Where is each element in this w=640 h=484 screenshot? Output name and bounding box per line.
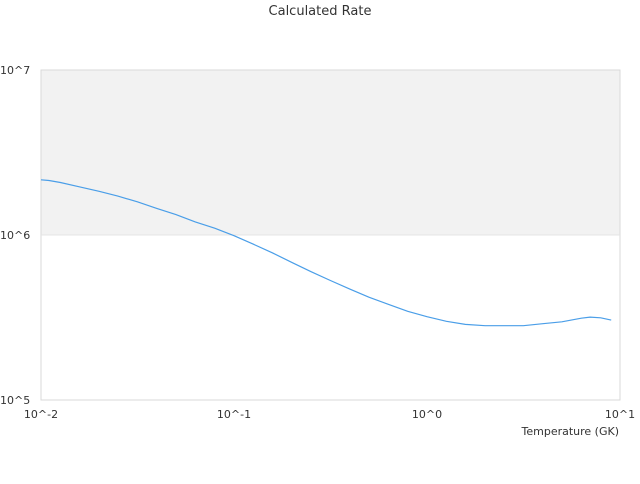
x-axis-label: Temperature (GK) <box>521 425 620 438</box>
shaded-band <box>41 70 620 235</box>
x-tick-label: 10^-2 <box>24 408 58 421</box>
x-tick-label: 10^1 <box>605 408 635 421</box>
x-tick-label: 10^-1 <box>217 408 251 421</box>
series-line <box>40 179 612 327</box>
y-tick-label: 10^5 <box>0 394 30 407</box>
x-tick-label: 10^0 <box>412 408 442 421</box>
y-tick-label: 10^7 <box>0 64 30 77</box>
chart-title: Calculated Rate <box>268 4 372 19</box>
y-tick-label: 10^6 <box>0 229 30 242</box>
